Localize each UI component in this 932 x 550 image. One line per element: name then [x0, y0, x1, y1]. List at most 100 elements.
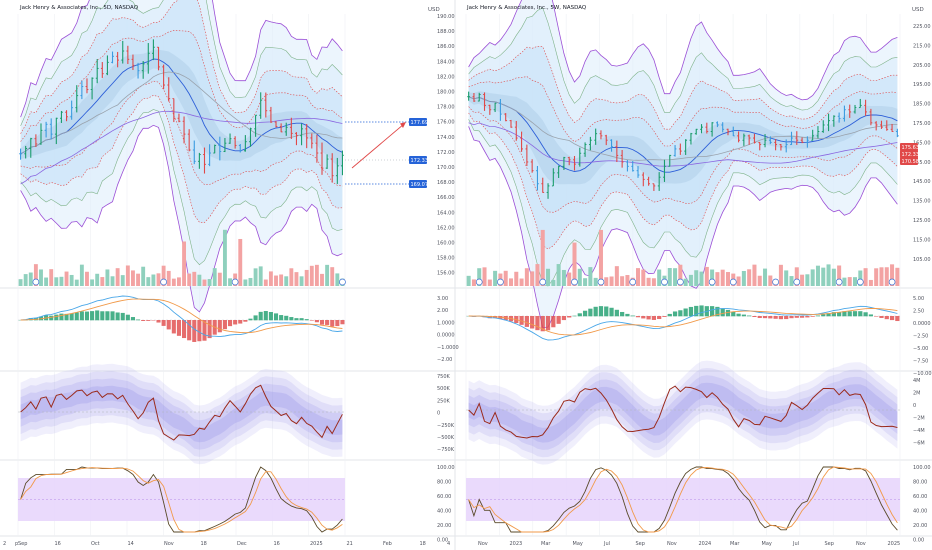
- macd-histogram-bar: [694, 305, 699, 317]
- macd-histogram-bar: [90, 311, 95, 321]
- left-last-price-tag: 172.33: [411, 158, 429, 164]
- macd-histogram-bar: [182, 320, 187, 339]
- volume-bar: [28, 272, 33, 286]
- flow-band: [468, 375, 898, 450]
- volume-bar: [100, 277, 105, 286]
- volume-bar: [863, 268, 868, 286]
- macd-tick: 0.0000: [437, 333, 455, 339]
- event-marker: [888, 278, 896, 286]
- volume-bar: [890, 264, 895, 286]
- price-tick: 195.00: [913, 82, 931, 88]
- volume-bar: [651, 278, 656, 286]
- macd-histogram-bar: [115, 312, 120, 321]
- macd-histogram-bar: [641, 316, 646, 319]
- outer-upper-band: [20, 0, 343, 118]
- volume-bar: [487, 279, 492, 286]
- macd-histogram-bar: [826, 313, 831, 317]
- time-axis-label: 16: [55, 541, 61, 547]
- volume-bar: [673, 268, 678, 286]
- macd-histogram-bar: [309, 320, 314, 321]
- flow-tick: −2M: [913, 416, 925, 422]
- price-tick: 185.00: [913, 102, 931, 108]
- price-tick: 145.00: [913, 179, 931, 185]
- left-chart[interactable]: 190.00188.00186.00184.00182.00180.00178.…: [3, 0, 459, 547]
- macd-histogram-bar: [778, 316, 784, 320]
- stochastic-tick: 100.00: [913, 465, 931, 471]
- macd-histogram-bar: [59, 313, 64, 321]
- macd-histogram-bar: [799, 316, 805, 318]
- right-last-price-tag: 172.33: [902, 152, 920, 158]
- volume-bar: [815, 265, 820, 286]
- volume-bar: [23, 274, 28, 286]
- macd-histogram-bar: [161, 320, 166, 326]
- macd-histogram-bar: [683, 308, 688, 317]
- outer-lower-band: [468, 126, 898, 329]
- macd-tick: −10.00: [913, 371, 932, 377]
- time-axis-label: Jul: [603, 541, 610, 547]
- moving-average-mid: [468, 96, 898, 161]
- stochastic-d: [20, 467, 343, 533]
- flow-band: [468, 368, 898, 458]
- volume-bar: [514, 271, 519, 286]
- volume-bar: [747, 269, 752, 286]
- macd-histogram-bar: [141, 320, 146, 321]
- volume-bar: [784, 270, 789, 286]
- volume-bar: [710, 269, 715, 286]
- volume-bar: [683, 278, 688, 286]
- moving-average-fast: [20, 58, 343, 155]
- macd-histogram-bar: [699, 305, 704, 317]
- right-chart-title: Jack Henry & Associates, Inc., 5W, NASDA…: [466, 5, 587, 11]
- green-band-line: [20, 109, 343, 266]
- macd-histogram-bar: [651, 316, 657, 320]
- volume-bar: [187, 273, 192, 286]
- macd-histogram-bar: [330, 320, 335, 327]
- volume-bar: [59, 276, 64, 286]
- macd-histogram-bar: [120, 312, 125, 321]
- macd-histogram-bar: [540, 316, 545, 332]
- flow-band: [20, 385, 343, 443]
- macd-histogram-bar: [784, 316, 789, 320]
- right-chart[interactable]: 225.00 215.00 205.00 195.00 185.00 175.00 165.…: [447, 0, 932, 547]
- macd-histogram-bar: [678, 310, 683, 317]
- dashed-band-line: [20, 94, 343, 223]
- price-tick: 164.00: [437, 210, 455, 216]
- macd-histogram-bar: [625, 313, 630, 317]
- macd-histogram-bar: [635, 316, 641, 318]
- volume-bar: [826, 264, 831, 286]
- macd-tick: −1.0000: [437, 345, 459, 351]
- stochastic-tick: 40.00: [437, 509, 451, 515]
- volume-bar: [688, 274, 693, 286]
- right-high-price-tag-bg: [900, 143, 918, 151]
- macd-histogram-bar: [662, 316, 667, 317]
- stochastic-tick: 20.00: [913, 523, 927, 529]
- flow-tick: 0: [437, 411, 440, 417]
- volume-bar: [725, 272, 730, 286]
- volume-bar: [299, 276, 304, 286]
- volume-bar: [166, 270, 171, 286]
- time-axis-label: 18: [420, 541, 426, 547]
- macd-histogram-bar: [768, 316, 773, 319]
- volume-bar: [768, 275, 773, 286]
- flow-tick: −250K: [437, 423, 455, 429]
- time-axis-label: May: [573, 541, 583, 547]
- stochastic-tick: 0.00: [913, 538, 924, 544]
- time-axis-label: Nov: [164, 541, 174, 547]
- macd-tick: 2.00: [437, 308, 448, 314]
- time-axis-label: Sep: [18, 541, 27, 547]
- volume-bar: [95, 273, 100, 286]
- volume-bar: [588, 267, 593, 286]
- time-axis-label: Oct: [91, 541, 100, 547]
- volume-bar: [614, 266, 619, 286]
- moving-average-long: [468, 122, 898, 167]
- stochastic-d: [468, 466, 898, 533]
- volume-bar: [151, 274, 156, 286]
- signal-line: [20, 298, 343, 334]
- stochastic-tick: 60.00: [437, 494, 451, 500]
- volume-bar: [524, 268, 529, 286]
- macd-histogram-bar: [54, 314, 59, 321]
- macd-histogram-bar: [136, 319, 141, 321]
- price-tick: 165.00: [913, 140, 931, 146]
- volume-bar: [493, 270, 498, 286]
- volume-bar: [146, 277, 151, 286]
- price-tick: 168.00: [437, 180, 455, 186]
